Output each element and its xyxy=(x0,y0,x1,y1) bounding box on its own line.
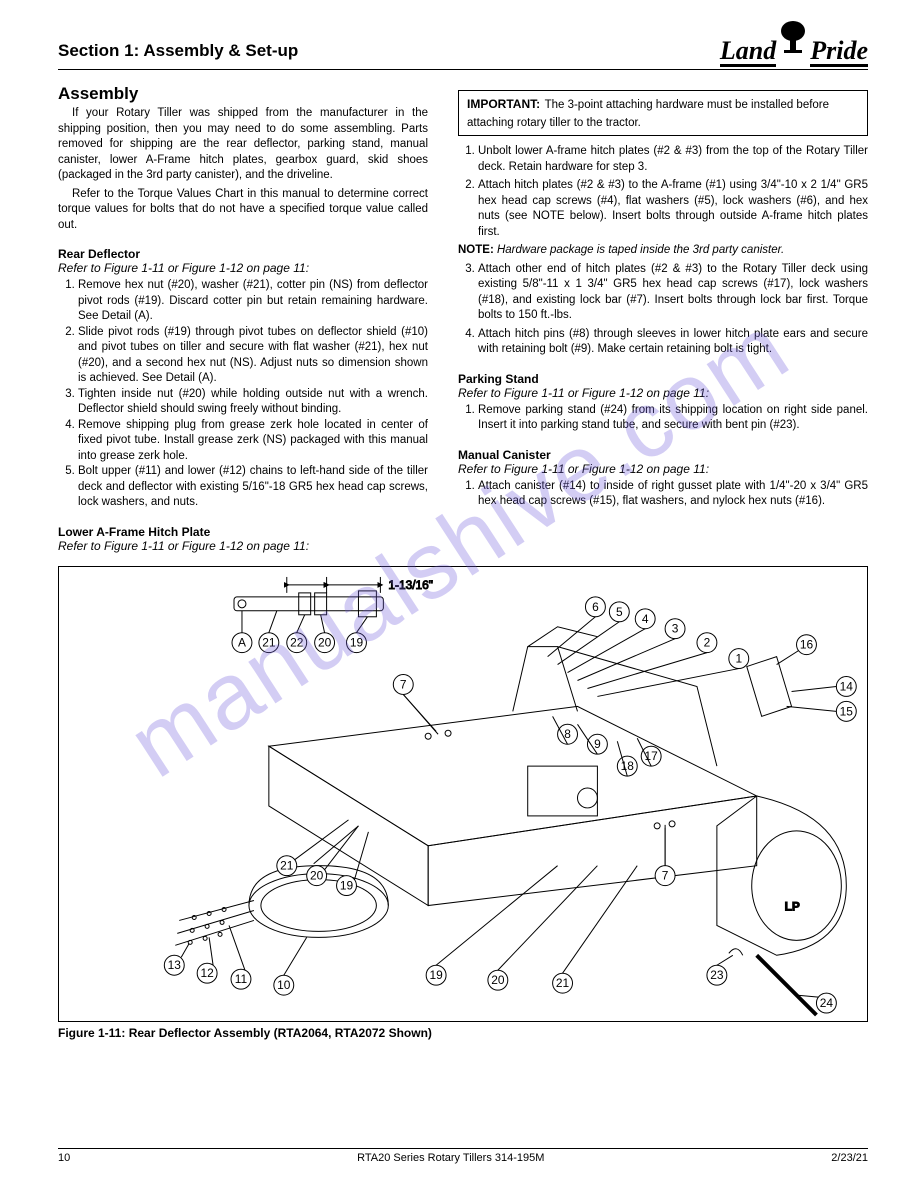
rd-step-4: Remove shipping plug from grease zerk ho… xyxy=(78,418,428,465)
svg-text:19: 19 xyxy=(429,968,443,982)
callout-bubble: 6 xyxy=(585,597,605,617)
callout-bubble: 20 xyxy=(307,866,327,886)
svg-text:2: 2 xyxy=(704,636,711,650)
page-number: 10 xyxy=(58,1152,70,1164)
note-label: NOTE: xyxy=(458,244,494,256)
af-step-2: Attach hitch plates (#2 & #3) to the A-f… xyxy=(478,178,868,259)
callout-bubble: 21 xyxy=(277,856,297,876)
svg-text:13: 13 xyxy=(168,958,182,972)
svg-text:21: 21 xyxy=(262,636,276,650)
callout-bubble: 5 xyxy=(609,602,629,622)
dimension-label: 1-13/16" xyxy=(388,578,433,592)
callout-bubble: 13 xyxy=(164,955,184,975)
callout-bubble: 2 xyxy=(697,633,717,653)
svg-text:7: 7 xyxy=(400,677,407,691)
lower-aframe-head: Lower A-Frame Hitch Plate Refer to Figur… xyxy=(58,525,428,553)
svg-text:20: 20 xyxy=(310,868,324,882)
rd-step-2: Slide pivot rods (#19) through pivot tub… xyxy=(78,325,428,387)
footer-title: RTA20 Series Rotary Tillers 314-195M xyxy=(357,1152,544,1164)
svg-text:16: 16 xyxy=(800,637,814,651)
svg-text:19: 19 xyxy=(350,636,364,650)
svg-text:7: 7 xyxy=(662,868,669,882)
svg-text:3: 3 xyxy=(672,622,679,636)
logo-text-right: Pride xyxy=(810,38,868,67)
svg-text:15: 15 xyxy=(840,704,854,718)
svg-text:21: 21 xyxy=(280,859,294,873)
svg-text:4: 4 xyxy=(642,612,649,626)
callout-bubble: 1 xyxy=(729,648,749,668)
callout-bubble: 22 xyxy=(287,633,307,653)
intro-p2: Refer to the Torque Values Chart in this… xyxy=(58,187,428,234)
rear-deflector-head: Rear Deflector Refer to Figure 1-11 or F… xyxy=(58,247,428,275)
svg-text:22: 22 xyxy=(290,636,304,650)
intro-p1: If your Rotary Tiller was shipped from t… xyxy=(58,106,428,184)
mc-step-1: Attach canister (#14) to inside of right… xyxy=(478,479,868,510)
callout-bubble: 17 xyxy=(641,746,661,766)
logo-text-left: Land xyxy=(720,38,776,67)
tree-icon xyxy=(778,20,808,59)
callout-bubble: 21 xyxy=(259,633,279,653)
callout-bubble: 14 xyxy=(836,676,856,696)
brand-logo: Land Pride xyxy=(720,28,868,67)
callout-bubble: 18 xyxy=(617,756,637,776)
af-step-1: Unbolt lower A-frame hitch plates (#2 & … xyxy=(478,144,868,175)
svg-text:24: 24 xyxy=(820,996,834,1010)
svg-text:20: 20 xyxy=(318,636,332,650)
refer-2: Refer to Figure 1-11 or Figure 1-12 on p… xyxy=(58,539,309,553)
svg-text:9: 9 xyxy=(594,737,601,751)
svg-text:21: 21 xyxy=(556,976,570,990)
svg-text:10: 10 xyxy=(277,978,291,992)
svg-text:A: A xyxy=(238,636,246,650)
svg-text:11: 11 xyxy=(235,972,248,986)
important-label: IMPORTANT: xyxy=(467,97,540,111)
callout-bubble: 21 xyxy=(553,973,573,993)
callout-bubble: 23 xyxy=(707,965,727,985)
svg-text:14: 14 xyxy=(840,679,854,693)
callout-bubble: 7 xyxy=(655,866,675,886)
callout-bubble: 20 xyxy=(315,633,335,653)
callout-bubble: 20 xyxy=(488,970,508,990)
callout-bubble: 15 xyxy=(836,701,856,721)
ps-step-1: Remove parking stand (#24) from its ship… xyxy=(478,403,868,434)
important-box: IMPORTANT: The 3-point attaching hardwar… xyxy=(458,90,868,136)
refer-4: Refer to Figure 1-11 or Figure 1-12 on p… xyxy=(458,462,709,476)
callout-bubble: A xyxy=(232,633,252,653)
manual-canister-head: Manual Canister Refer to Figure 1-11 or … xyxy=(458,448,868,476)
svg-text:12: 12 xyxy=(200,966,214,980)
callout-bubble: 8 xyxy=(558,724,578,744)
svg-text:20: 20 xyxy=(491,973,505,987)
section-header: Section 1: Assembly & Set-up xyxy=(58,41,298,67)
svg-text:19: 19 xyxy=(340,878,354,892)
callout-bubble: 24 xyxy=(816,993,836,1013)
svg-text:1: 1 xyxy=(735,651,742,665)
refer-1: Refer to Figure 1-11 or Figure 1-12 on p… xyxy=(58,261,309,275)
assembly-heading: Assembly xyxy=(58,84,428,104)
figure-caption: Figure 1-11: Rear Deflector Assembly (RT… xyxy=(58,1026,868,1040)
footer-date: 2/23/21 xyxy=(831,1152,868,1164)
refer-3: Refer to Figure 1-11 or Figure 1-12 on p… xyxy=(458,386,709,400)
callout-bubble: 16 xyxy=(797,635,817,655)
callout-bubble: 19 xyxy=(347,633,367,653)
callout-bubble: 19 xyxy=(337,875,357,895)
callout-bubble: 10 xyxy=(274,975,294,995)
svg-text:6: 6 xyxy=(592,600,599,614)
af-step-4: Attach hitch pins (#8) through sleeves i… xyxy=(478,327,868,358)
svg-text:5: 5 xyxy=(616,605,623,619)
callout-bubble: 12 xyxy=(197,963,217,983)
svg-text:23: 23 xyxy=(710,968,724,982)
rd-step-5: Bolt upper (#11) and lower (#12) chains … xyxy=(78,464,428,511)
callout-bubble: 3 xyxy=(665,619,685,639)
svg-text:LP: LP xyxy=(785,899,800,913)
callout-bubble: 11 xyxy=(231,969,251,989)
note-body: Hardware package is taped inside the 3rd… xyxy=(497,244,784,256)
parking-stand-head: Parking Stand Refer to Figure 1-11 or Fi… xyxy=(458,372,868,400)
callout-bubble: 19 xyxy=(426,965,446,985)
callout-bubble: 4 xyxy=(635,609,655,629)
rd-step-3: Tighten inside nut (#20) while holding o… xyxy=(78,387,428,418)
rd-step-1: Remove hex nut (#20), washer (#21), cott… xyxy=(78,278,428,325)
af-step-3: Attach other end of hitch plates (#2 & #… xyxy=(478,262,868,324)
callout-bubble: 7 xyxy=(393,674,413,694)
exploded-diagram: 1-13/16" xyxy=(58,566,868,1022)
